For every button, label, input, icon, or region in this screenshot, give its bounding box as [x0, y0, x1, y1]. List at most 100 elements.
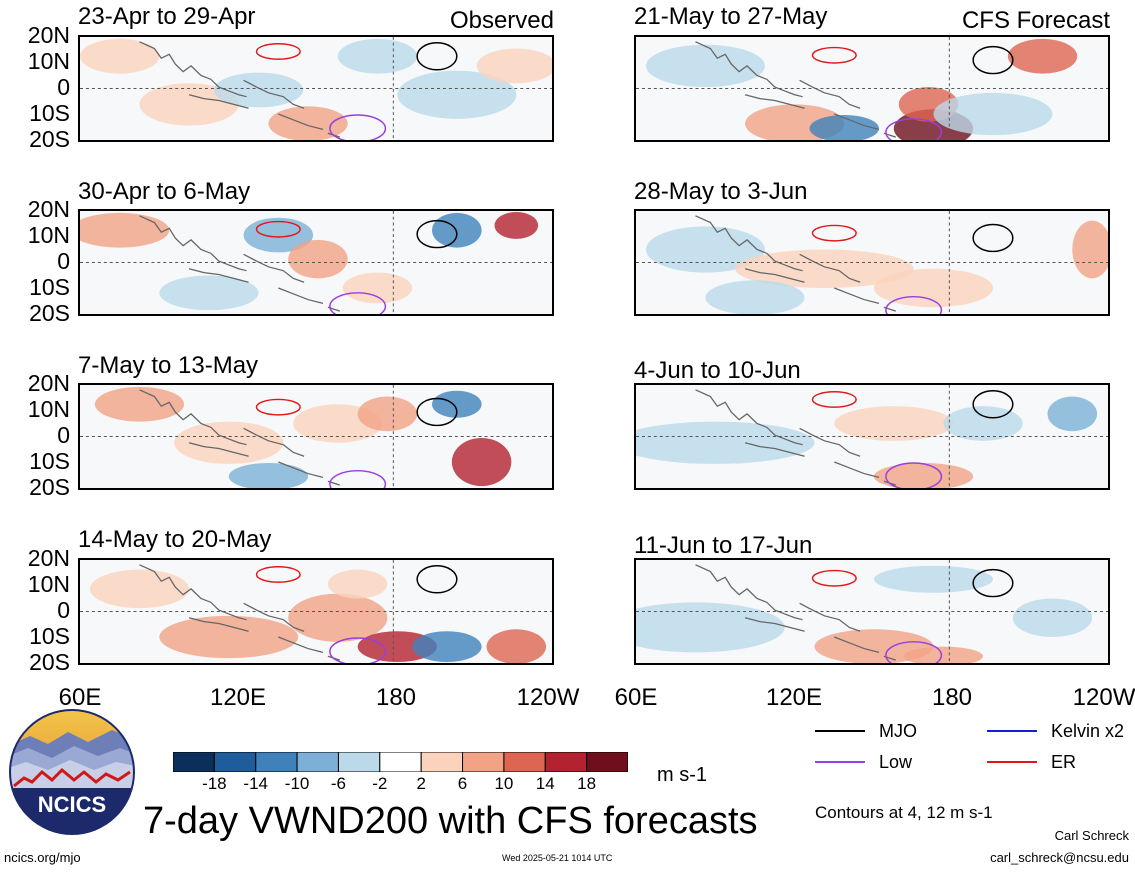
- wind-anomaly-shading: [342, 272, 413, 304]
- colorbar-segment: [586, 751, 629, 773]
- lat-label-row1-4: 20S: [29, 126, 70, 152]
- wind-anomaly-shading: [80, 212, 170, 248]
- wind-anomaly-shading: [432, 390, 482, 418]
- panel-title-left-3: 7-May to 13-May: [78, 352, 259, 379]
- wind-anomaly-shading: [412, 631, 482, 663]
- contour-line: [972, 390, 1014, 419]
- panel-title-right-4: 11-Jun to 17-Jun: [634, 532, 813, 559]
- coastline: [695, 215, 897, 312]
- contour-line: [255, 398, 301, 416]
- wind-anomaly-shading: [873, 462, 974, 488]
- wind-anomaly-shading: [636, 421, 815, 464]
- wind-anomaly-shading: [1047, 396, 1098, 432]
- wind-anomaly-shading: [80, 38, 160, 74]
- lat-label-row4-2: 0: [57, 597, 70, 623]
- wind-anomaly-shading: [933, 92, 1053, 136]
- colorbar-segment: [337, 751, 381, 773]
- wind-anomaly-shading: [174, 421, 284, 464]
- wind-anomaly-shading: [288, 593, 388, 642]
- legend-label-er: ER: [1051, 752, 1077, 772]
- wind-anomaly-shading: [873, 565, 993, 593]
- map-panel-left-3: [78, 383, 554, 490]
- wind-anomaly-shading: [357, 396, 418, 432]
- lat-label-row3-1: 10N: [27, 396, 70, 422]
- main-title: 7-day VWND200 with CFS forecasts: [143, 800, 758, 842]
- lon-label-60e-left: 60E: [58, 684, 102, 711]
- lat-label-row1-1: 10N: [27, 48, 70, 74]
- wind-anomaly-shading: [89, 569, 190, 609]
- colorbar-segment: [172, 751, 215, 773]
- wind-anomaly-shading: [268, 106, 348, 140]
- contour-line: [972, 45, 1014, 75]
- wind-anomaly-shading: [1012, 598, 1093, 638]
- colorbar-tick-label: 14: [535, 774, 555, 793]
- panel-title-right-2: 28-May to 3-Jun: [634, 178, 808, 205]
- contour-line: [416, 565, 458, 594]
- lat-label-row2-3: 10S: [29, 274, 70, 300]
- colorbar-tick-label: 6: [457, 774, 468, 793]
- panel-title-left-1: 23-Apr to 29-Apr: [78, 3, 256, 30]
- contours-note: Contours at 4, 12 m s-1: [815, 803, 993, 822]
- colorbar-segment: [544, 751, 588, 773]
- colorbar-segment: [420, 751, 464, 773]
- map-panel-left-1: [78, 35, 554, 142]
- wind-anomaly-shading: [814, 629, 934, 663]
- legend: MJO Kelvin x2 Low ER: [815, 721, 1124, 782]
- panel-title-right-3: 4-Jun to 10-Jun: [634, 357, 801, 384]
- wind-anomaly-shading: [645, 226, 765, 273]
- legend-label-kelvin: Kelvin x2: [1051, 721, 1125, 741]
- lon-label-120w-right: 120W: [1072, 684, 1135, 711]
- contour-line: [885, 295, 943, 314]
- contour-line: [416, 397, 458, 427]
- wind-anomaly-shading: [636, 602, 785, 653]
- colorbar: [172, 751, 629, 773]
- contour-line: [885, 462, 943, 488]
- wind-anomaly-shading: [1072, 220, 1108, 279]
- coastline: [139, 215, 341, 312]
- lat-label-row3-3: 10S: [29, 448, 70, 474]
- lon-label-120w-left: 120W: [516, 684, 580, 711]
- wind-anomaly-shading: [213, 72, 304, 108]
- units-label: m s-1: [657, 764, 707, 786]
- lat-label-row1-0: 20N: [27, 22, 70, 48]
- wind-anomaly-shading: [228, 462, 309, 488]
- contour-line: [811, 569, 857, 587]
- contour-line: [329, 637, 387, 663]
- panel-title-right-1: 21-May to 27-May: [634, 3, 828, 30]
- colorbar-tick-label: -10: [284, 774, 310, 793]
- contour-line: [255, 566, 301, 583]
- coastline: [695, 41, 897, 138]
- lon-label-180-left: 180: [375, 684, 417, 711]
- wind-anomaly-shading: [451, 437, 512, 487]
- wind-anomaly-shading: [943, 406, 1023, 441]
- lon-label-180-right: 180: [931, 684, 973, 711]
- wind-anomaly-shading: [243, 217, 314, 253]
- wind-anomaly-shading: [1007, 38, 1078, 74]
- colorbar-tick-label: -2: [372, 774, 388, 793]
- site-url: ncics.org/mjo: [4, 850, 81, 865]
- contour-line: [885, 641, 943, 663]
- wind-anomaly-shading: [834, 406, 954, 441]
- colorbar-tick-label: 2: [416, 774, 426, 793]
- wind-anomaly-shading: [705, 280, 805, 314]
- contour-line: [329, 469, 387, 488]
- contour-line: [811, 391, 857, 408]
- map-panel-right-4: [634, 558, 1110, 665]
- colorbar-segment: [503, 751, 546, 773]
- colorbar-tick-label: 18: [577, 774, 597, 793]
- observed-label: Observed: [449, 7, 554, 34]
- wind-anomaly-shading: [903, 646, 984, 663]
- contour-line: [972, 223, 1014, 253]
- wind-anomaly-shading: [397, 70, 517, 119]
- coastline: [695, 564, 897, 661]
- lat-label-row4-1: 10N: [27, 571, 70, 597]
- contour-line: [972, 568, 1014, 598]
- lat-label-row3-2: 0: [57, 422, 70, 448]
- contour-line: [885, 118, 943, 140]
- logo-text: NCICS: [38, 792, 106, 817]
- map-panel-right-2: [634, 209, 1110, 316]
- lat-label-row4-3: 10S: [29, 623, 70, 649]
- lon-label-60e-right: 60E: [614, 684, 658, 711]
- wind-anomaly-shading: [288, 239, 348, 279]
- legend-label-mjo: MJO: [879, 721, 917, 741]
